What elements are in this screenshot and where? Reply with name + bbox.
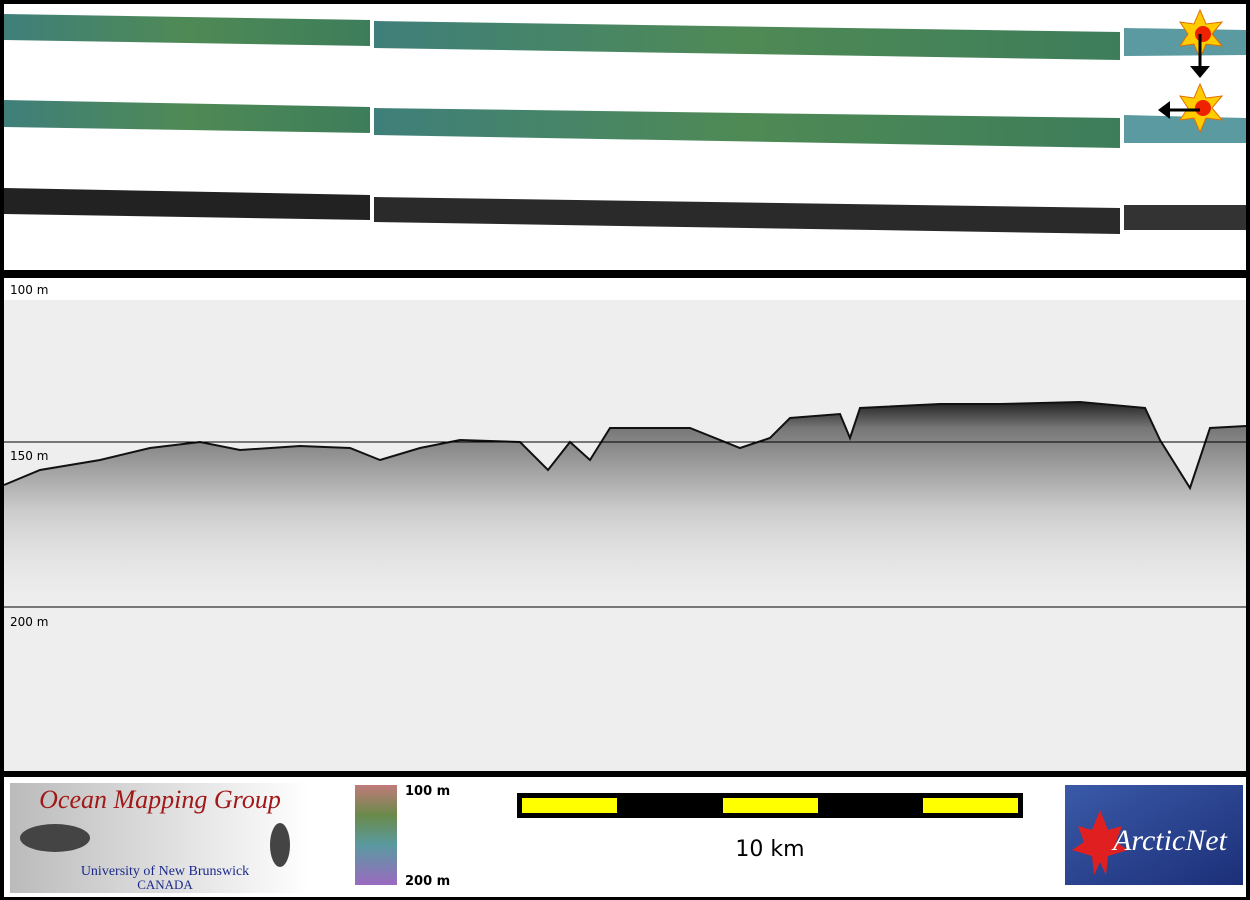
swath-strip <box>4 14 370 46</box>
backscatter-strip <box>1124 205 1246 230</box>
depth-label: 150 m <box>10 449 48 463</box>
backscatter-strip <box>4 188 370 220</box>
logo-subtitle: University of New Brunswick <box>81 864 249 879</box>
legend-label: 100 m <box>405 784 450 799</box>
legend-label: 200 m <box>405 874 450 889</box>
logo-title: Ocean Mapping Group <box>39 785 281 814</box>
logo-subtitle: CANADA <box>137 877 193 892</box>
seafloor-echo <box>4 402 1246 620</box>
position-marker <box>1158 82 1224 134</box>
swath-strip <box>374 108 1120 148</box>
omg-logo: Ocean Mapping Group University of New Br… <box>10 783 310 893</box>
color-legend <box>355 785 397 885</box>
swath-strip <box>4 100 370 133</box>
logo-name: ArcticNet <box>1111 824 1228 857</box>
scale-bar <box>517 793 1023 818</box>
swath-strip <box>374 21 1120 60</box>
scale-label: 10 km <box>735 837 804 862</box>
depth-label: 100 m <box>10 283 48 297</box>
arcticnet-logo: ArcticNet <box>1065 785 1243 885</box>
position-marker <box>1178 8 1224 78</box>
depth-label: 200 m <box>10 615 48 629</box>
seafloor-line <box>3 400 1247 491</box>
swath-strip <box>1124 115 1246 143</box>
backscatter-strip <box>374 197 1120 234</box>
